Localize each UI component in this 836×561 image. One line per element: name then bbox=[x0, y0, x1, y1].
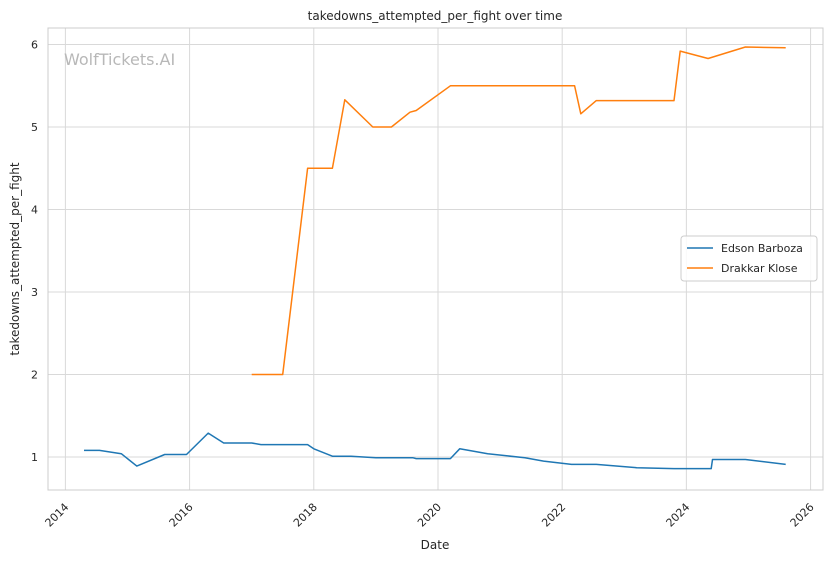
x-tick-label: 2026 bbox=[788, 501, 817, 530]
legend-label-edson-barboza: Edson Barboza bbox=[721, 242, 803, 255]
x-axis-label: Date bbox=[421, 538, 450, 552]
x-tick-label: 2014 bbox=[43, 501, 72, 530]
y-axis-label: takedowns_attempted_per_fight bbox=[8, 162, 22, 355]
y-tick-label: 6 bbox=[31, 39, 38, 52]
chart-title: takedowns_attempted_per_fight over time bbox=[308, 9, 563, 23]
x-tick-label: 2024 bbox=[664, 501, 693, 530]
series-line-edson-barboza bbox=[84, 432, 786, 470]
plot-frame bbox=[47, 27, 824, 491]
x-tick-label: 2016 bbox=[167, 501, 196, 530]
y-tick-label: 5 bbox=[31, 121, 38, 134]
series-line-drakkar-klose bbox=[251, 46, 786, 376]
watermark: WolfTickets.AI bbox=[64, 50, 175, 69]
series-lines bbox=[84, 46, 786, 470]
y-tick-label: 3 bbox=[31, 286, 38, 299]
y-tick-label: 4 bbox=[31, 204, 38, 217]
x-tick-label: 2022 bbox=[539, 501, 568, 530]
x-tick-label: 2020 bbox=[415, 501, 444, 530]
legend-box bbox=[680, 235, 818, 282]
legend: Edson Barboza Drakkar Klose bbox=[680, 235, 818, 282]
y-tick-labels: 1 2 3 4 5 6 bbox=[31, 39, 38, 465]
legend-label-drakkar-klose: Drakkar Klose bbox=[721, 262, 798, 275]
x-tick-label: 2018 bbox=[291, 501, 320, 530]
y-tick-label: 2 bbox=[31, 369, 38, 382]
x-tick-labels: 2014 2016 2018 2020 2022 2024 2026 bbox=[43, 501, 817, 530]
y-tick-label: 1 bbox=[31, 451, 38, 464]
